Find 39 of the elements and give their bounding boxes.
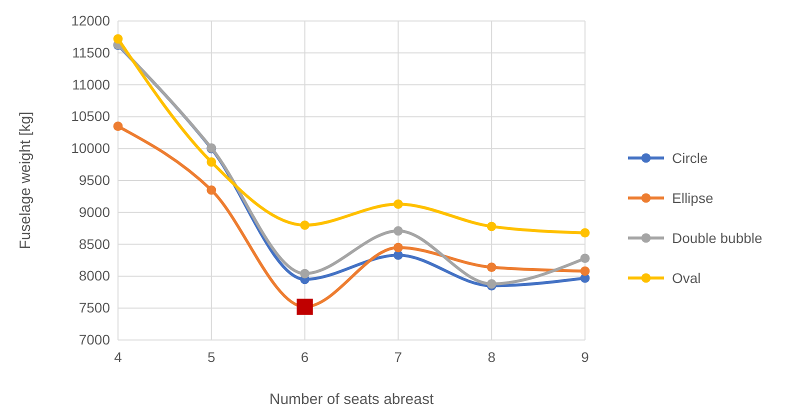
point [580,254,590,264]
y-tick-label: 8000 [78,268,110,284]
x-tick-label: 7 [394,348,402,365]
point [296,298,313,315]
y-axis-title: Fuselage weight [kg] [17,112,34,250]
point [206,157,216,167]
x-tick-label: 8 [488,348,496,365]
x-tick-label: 6 [300,348,309,365]
point [393,242,403,252]
x-tick-label: 9 [581,348,590,365]
point [300,220,310,230]
point [113,122,123,131]
y-tick-label: 9000 [78,204,110,220]
y-tick-label: 10000 [71,140,110,156]
point [206,185,216,195]
point [300,268,310,278]
point [486,222,496,232]
legend-label: Oval [672,270,701,286]
point [580,266,590,276]
point [486,262,496,272]
y-tick-label: 12000 [71,12,110,28]
y-tick-label: 7000 [78,331,110,348]
legend-label: Double bubble [672,230,763,246]
y-tick-label: 7500 [78,300,110,316]
point [393,250,403,260]
x-tick-label: 5 [208,348,216,365]
y-tick-label: 9500 [78,172,110,188]
x-axis-title: Number of seats abreast [269,391,434,408]
point [580,228,590,238]
legend-label: Ellipse [672,190,714,206]
point [393,226,403,236]
y-tick-label: 11500 [72,44,110,60]
x-tick-label: 4 [114,348,122,365]
point [113,34,123,44]
y-tick-label: 8500 [78,236,110,252]
y-tick-label: 10500 [71,108,110,124]
y-tick-label: 11000 [72,76,110,92]
point [393,199,403,209]
legend-label: Circle [672,150,708,166]
